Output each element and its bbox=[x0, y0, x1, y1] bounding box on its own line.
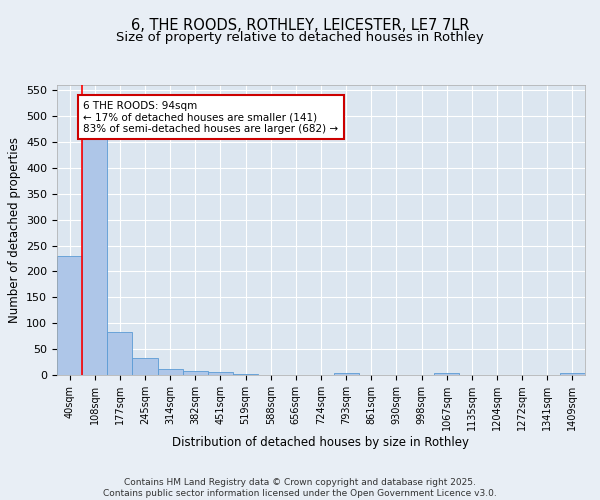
Text: 6 THE ROODS: 94sqm
← 17% of detached houses are smaller (141)
83% of semi-detach: 6 THE ROODS: 94sqm ← 17% of detached hou… bbox=[83, 100, 338, 134]
Bar bbox=[57, 256, 82, 375]
Text: Size of property relative to detached houses in Rothley: Size of property relative to detached ho… bbox=[116, 31, 484, 44]
Bar bbox=[334, 374, 359, 375]
Bar bbox=[82, 140, 107, 375]
Bar bbox=[560, 373, 585, 375]
Bar bbox=[158, 369, 183, 375]
Bar bbox=[434, 373, 459, 375]
Bar bbox=[233, 374, 258, 375]
Y-axis label: Number of detached properties: Number of detached properties bbox=[8, 137, 20, 323]
Bar bbox=[183, 371, 208, 375]
Bar bbox=[208, 372, 233, 375]
Bar bbox=[133, 358, 158, 375]
Text: Contains HM Land Registry data © Crown copyright and database right 2025.
Contai: Contains HM Land Registry data © Crown c… bbox=[103, 478, 497, 498]
Text: 6, THE ROODS, ROTHLEY, LEICESTER, LE7 7LR: 6, THE ROODS, ROTHLEY, LEICESTER, LE7 7L… bbox=[131, 18, 469, 32]
Bar bbox=[107, 332, 133, 375]
X-axis label: Distribution of detached houses by size in Rothley: Distribution of detached houses by size … bbox=[173, 436, 470, 449]
